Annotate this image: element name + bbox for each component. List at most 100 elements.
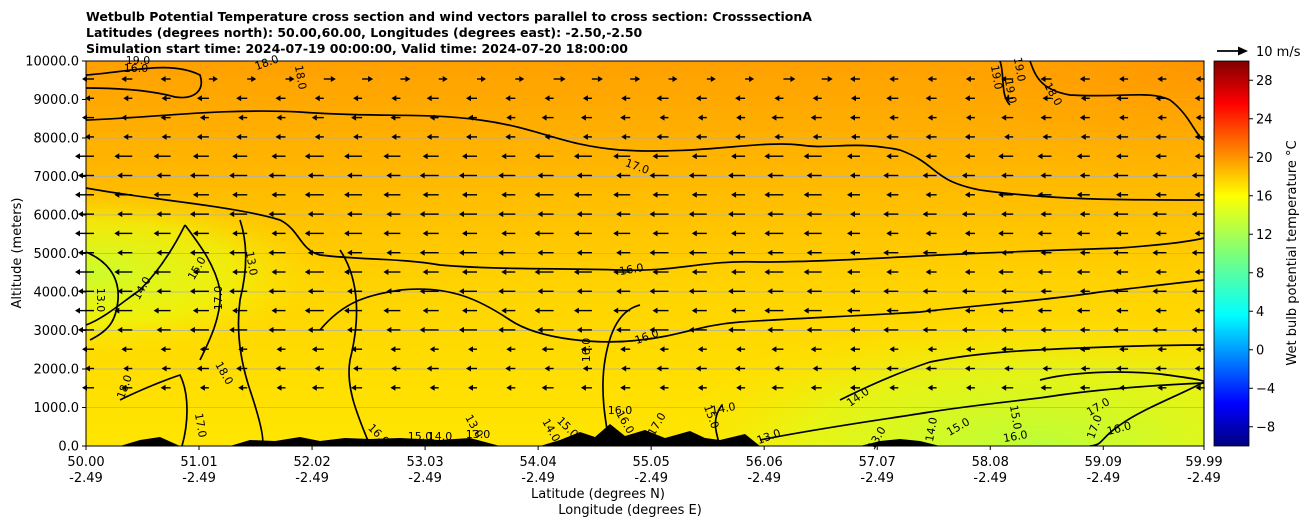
- wind-arrow-head: [1037, 230, 1043, 237]
- wind-arrow-head: [728, 326, 734, 333]
- wind-arrow-head: [803, 191, 809, 198]
- wind-arrow-head: [1195, 384, 1201, 391]
- wind-arrow-head: [344, 191, 350, 198]
- wind-arrow-head: [459, 172, 464, 179]
- wind-arrow-head: [75, 153, 80, 160]
- wind-arrow-head: [1119, 114, 1125, 121]
- x-tick-label-lat: 55.05: [633, 455, 670, 470]
- wind-arrow-head: [965, 76, 971, 82]
- wind-arrow-head: [883, 249, 889, 256]
- wind-arrow-head: [850, 249, 855, 256]
- wind-arrow-head: [925, 307, 931, 314]
- wind-arrow-head: [922, 172, 928, 179]
- wind-arrow-head: [922, 249, 928, 256]
- wind-arrow-head: [1040, 172, 1046, 179]
- x-tick-label-lon: -2.49: [295, 471, 329, 486]
- wind-arrow-head: [621, 95, 627, 102]
- wind-arrow-head: [1076, 307, 1082, 314]
- wind-arrow-head: [573, 230, 579, 237]
- wind-arrow-head: [353, 95, 359, 102]
- x-tick-label-lat: 57.07: [859, 455, 896, 470]
- wind-arrow-head: [347, 249, 353, 256]
- wind-arrow-head: [199, 346, 205, 353]
- wind-arrow-head: [1195, 114, 1201, 121]
- wind-arrow-head: [731, 307, 737, 314]
- wind-arrow-head: [827, 76, 833, 82]
- colorbar-tick-label: −4: [1256, 382, 1275, 397]
- wind-arrow-head: [764, 230, 770, 237]
- wind-arrow-head: [1079, 249, 1085, 256]
- wind-arrow-head: [1040, 288, 1046, 295]
- wind-arrow-head: [114, 269, 120, 275]
- wind-arrow-head: [534, 269, 540, 275]
- wind-arrow-head: [383, 191, 389, 198]
- wind-arrow-head: [1040, 326, 1046, 333]
- wind-arrow-head: [189, 249, 195, 256]
- wind-arrow-head: [649, 249, 655, 256]
- colorbar: −8 −4 0 4 8 12 16 20 24 28 Wet bulb potential tem…: [1213, 60, 1300, 447]
- wind-arrow-head: [1037, 269, 1043, 275]
- wind-arrow-head: [78, 249, 83, 256]
- wind-arrow-head: [462, 191, 467, 198]
- wind-arrow-head: [1037, 191, 1043, 198]
- contour-label: 16.0: [1106, 419, 1133, 438]
- wind-arrow-head: [1076, 269, 1082, 275]
- x-axis-label-line-1: Latitude (degrees N): [531, 487, 665, 502]
- y-tick-label: 9000.0: [34, 93, 80, 108]
- x-tick-label-lat: 59.99: [1185, 455, 1222, 470]
- wind-vectors: [75, 76, 1205, 391]
- quiver-key: 10 m/s: [1217, 45, 1301, 60]
- wind-arrow-head: [735, 133, 741, 140]
- wind-arrow-head: [466, 365, 471, 372]
- wind-arrow-head: [1079, 326, 1085, 333]
- wind-arrow-head: [1004, 95, 1010, 102]
- wind-arrow-head: [156, 288, 162, 295]
- wind-arrow-head: [965, 114, 971, 121]
- wind-arrow-head: [886, 230, 892, 237]
- wind-arrow-head: [468, 384, 473, 391]
- wind-arrow-head: [422, 230, 428, 237]
- wind-arrow-head: [851, 365, 856, 372]
- wind-arrow-head: [229, 288, 235, 295]
- wind-arrow-head: [344, 307, 350, 314]
- wind-arrow-head: [925, 269, 931, 275]
- wind-arrow-head: [710, 76, 716, 82]
- wind-arrow-head: [728, 211, 734, 218]
- wind-arrow-head: [1001, 288, 1007, 295]
- wind-arrow-head: [160, 114, 166, 121]
- wind-arrow-head: [161, 95, 167, 102]
- wind-arrow-head: [229, 172, 235, 179]
- wind-arrow-head: [621, 365, 627, 372]
- wind-arrow-head: [850, 288, 855, 295]
- wind-arrow-head: [1116, 230, 1122, 237]
- wind-arrow-head: [767, 211, 773, 218]
- wind-arrow-head: [117, 211, 123, 218]
- x-tick-label-lat: 53.03: [406, 455, 443, 470]
- wind-arrow-head: [672, 76, 678, 82]
- wind-arrow-head: [459, 249, 464, 256]
- wind-arrow-head: [271, 191, 277, 198]
- wind-arrow-head: [238, 346, 244, 353]
- wind-arrow-head: [189, 172, 195, 179]
- wind-arrow-head: [189, 326, 195, 333]
- wind-arrow-head: [695, 95, 701, 102]
- wind-arrow-head: [688, 249, 694, 256]
- wind-arrow-head: [192, 153, 198, 160]
- wind-arrow-head: [1152, 249, 1158, 256]
- wind-arrow-head: [728, 249, 734, 256]
- wind-arrow-head: [1037, 307, 1043, 314]
- wind-arrow-head: [850, 76, 855, 82]
- wind-arrow-head: [810, 384, 816, 391]
- x-tick-label-lon: -2.49: [973, 471, 1007, 486]
- wind-arrow-head: [307, 172, 313, 179]
- wind-arrow-head: [426, 95, 432, 102]
- wind-arrow-head: [347, 172, 353, 179]
- wind-arrow-head: [304, 269, 310, 275]
- wind-arrow-head: [691, 153, 697, 160]
- contour-label: 19.0: [988, 64, 1005, 90]
- wind-arrow-head: [276, 346, 282, 353]
- wind-arrow-head: [85, 95, 90, 102]
- wind-arrow-head: [1152, 288, 1158, 295]
- wind-arrow-head: [582, 95, 588, 102]
- y-tick-label: 3000.0: [34, 324, 80, 339]
